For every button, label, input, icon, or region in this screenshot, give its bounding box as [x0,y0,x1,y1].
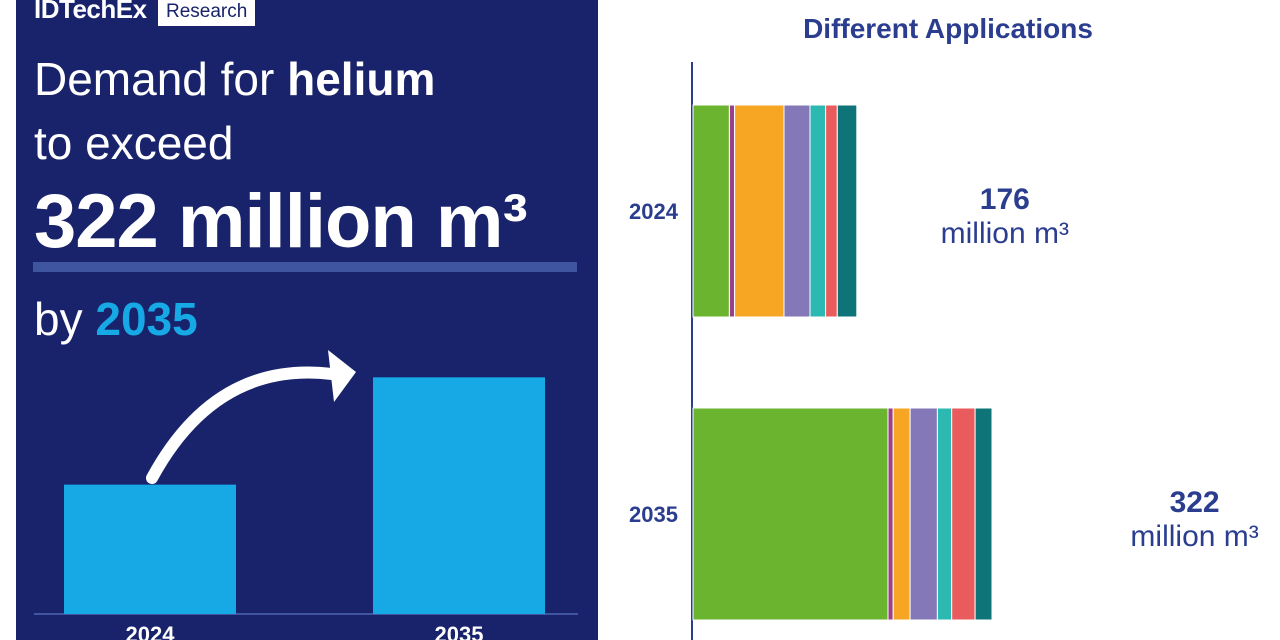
bar-segment-2024-6 [825,104,838,318]
bar-segment-2035-4 [909,407,938,621]
bar-segment-2035-7 [974,407,993,621]
headline-figure: 322 million m³ [34,179,528,264]
headline-year-line: by 2035 [34,296,198,342]
bar-segment-2024-1 [692,104,730,318]
mini-bar-2035 [373,377,545,614]
growth-bar-chart: 2024 2035 [34,350,578,640]
total-value-label: 322 [1170,486,1220,519]
brand-tag: Research [158,0,256,26]
bar-segment-2035-5 [936,407,953,621]
mini-bar-label: 2024 [126,622,176,640]
headline-keyword: helium [287,53,436,105]
mini-bar-2024 [64,484,236,614]
mini-bar-label: 2035 [435,622,484,640]
headline-by: by [34,293,96,345]
bar-segment-2024-4 [783,104,811,318]
bar-segment-2024-2 [728,104,736,318]
total-unit-label: million m³ [941,217,1069,250]
bar-segment-2035-2 [887,407,894,621]
bar-segment-2035-6 [951,407,976,621]
bar-segment-2035-3 [892,407,911,621]
headline-line-1: Demand for helium [34,56,435,102]
curved-arrow-icon [146,350,356,484]
year-label: 2024 [629,199,679,224]
total-value-label: 176 [980,183,1030,216]
brand-logo: IDTechEx [34,0,147,24]
headline-prefix: Demand for [34,53,288,105]
bar-segment-2024-3 [734,104,785,318]
chart-title: Different Applications [803,13,1093,44]
infographic-panel: IDTechEx Research Demand for helium to e… [16,0,598,640]
bar-segment-2035-1 [692,407,889,621]
total-unit-label: million m³ [1130,520,1258,553]
bar-segment-2024-7 [836,104,858,318]
year-label: 2035 [629,502,678,527]
headline-line-2: to exceed [34,117,234,169]
headline-divider [33,262,577,272]
headline-year: 2035 [95,293,198,345]
bar-segment-2024-5 [809,104,827,318]
